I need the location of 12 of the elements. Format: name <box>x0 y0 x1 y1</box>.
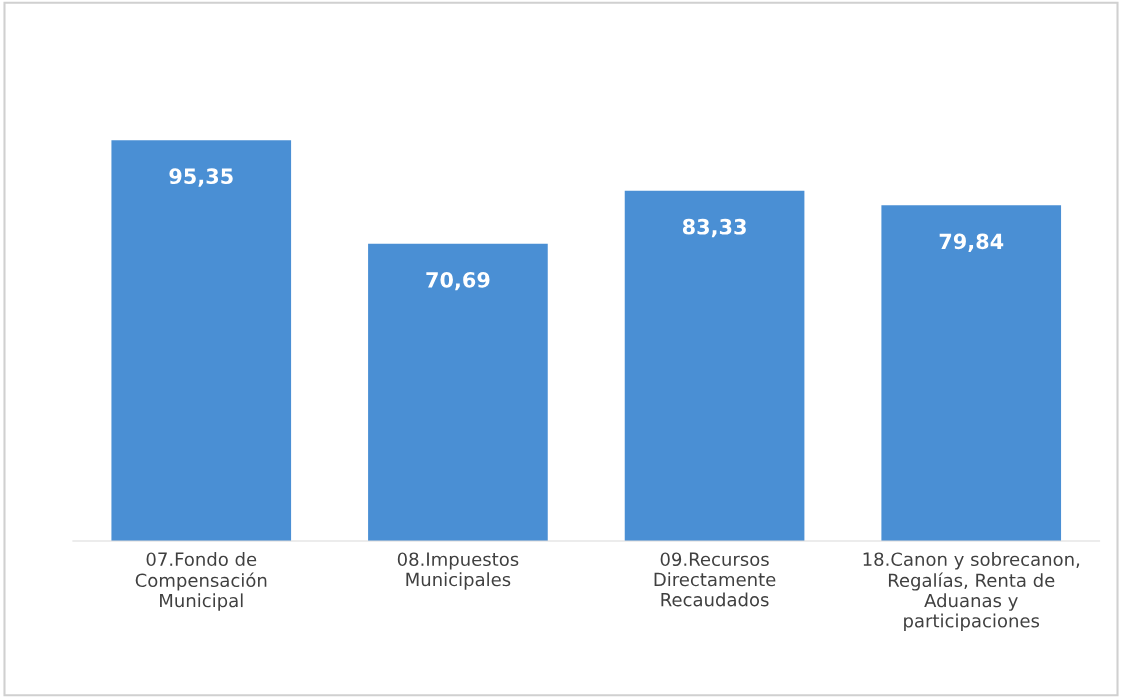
bar <box>624 190 805 541</box>
bar <box>881 205 1062 541</box>
x-tick-label: 18.Canon y sobrecanon, Regalías, Renta de Aduanas y participaciones <box>863 552 1080 632</box>
data-label: 79,84 <box>939 233 1004 252</box>
x-tick-label: 08.Impuestos Municipales <box>397 552 519 590</box>
bar <box>111 140 292 541</box>
data-label: 83,33 <box>682 218 746 238</box>
x-tick-label: 07.Fondo de Compensación Municipal <box>135 552 267 611</box>
data-label: 95,35 <box>169 168 233 187</box>
x-tick-label: 09.Recursos Directamente Recaudados <box>654 552 776 607</box>
data-label: 70,69 <box>426 271 490 291</box>
bar <box>368 243 548 541</box>
